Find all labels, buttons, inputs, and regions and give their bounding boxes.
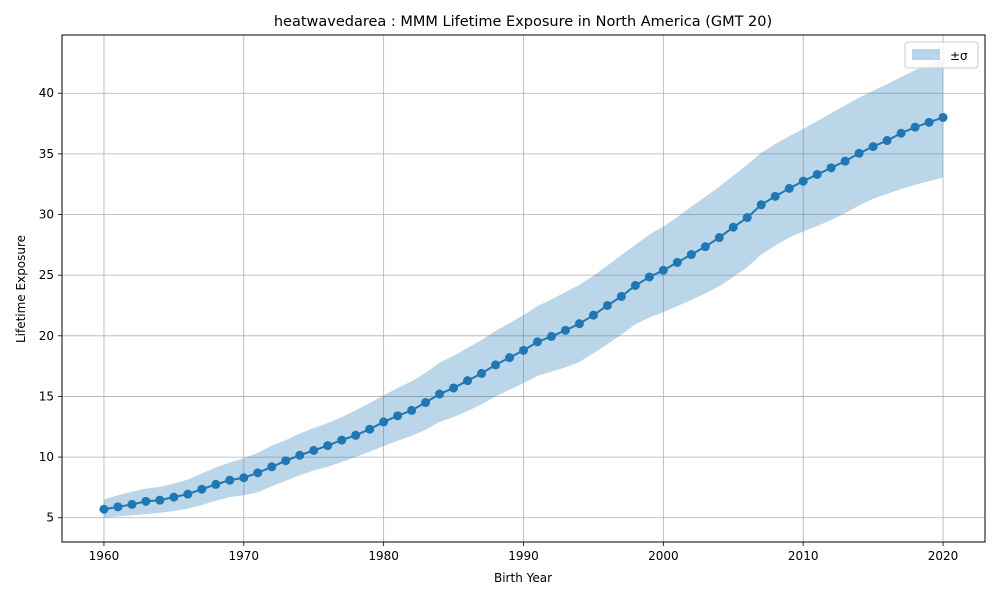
x-tick-label: 1980 xyxy=(368,549,399,563)
mean-point xyxy=(770,191,780,201)
y-tick-label: 5 xyxy=(46,511,54,525)
mean-point xyxy=(225,475,235,485)
mean-point xyxy=(519,345,528,355)
mean-point xyxy=(351,430,361,440)
mean-point xyxy=(463,376,473,386)
y-tick-label: 20 xyxy=(39,329,54,343)
mean-point xyxy=(896,128,906,138)
mean-point xyxy=(840,156,850,166)
mean-point xyxy=(700,242,710,252)
y-axis-label: Lifetime Exposure xyxy=(14,235,28,343)
y-tick-label: 35 xyxy=(39,147,54,161)
mean-point xyxy=(491,360,501,370)
sigma-band-area xyxy=(103,59,944,518)
mean-point xyxy=(281,456,291,466)
mean-point xyxy=(644,272,654,282)
mean-point xyxy=(113,502,123,512)
grid xyxy=(62,35,985,542)
mean-point xyxy=(924,117,934,127)
mean-point xyxy=(295,450,305,460)
mean-point xyxy=(616,291,626,301)
mean-point xyxy=(812,169,822,179)
chart-title: heatwavedarea : MMM Lifetime Exposure in… xyxy=(274,14,772,30)
x-tick-label: 1960 xyxy=(89,549,120,563)
x-tick-label: 2000 xyxy=(648,549,679,563)
mean-point xyxy=(407,405,417,415)
mean-point xyxy=(505,353,515,363)
mean-point xyxy=(379,417,389,427)
mean-point xyxy=(211,479,221,489)
mean-point xyxy=(630,280,640,290)
mean-point xyxy=(658,265,668,275)
mean-point xyxy=(532,337,542,347)
mean-point xyxy=(309,445,319,455)
mean-point xyxy=(141,496,151,506)
mean-point xyxy=(910,122,920,132)
mean-point xyxy=(938,112,948,122)
mean-point xyxy=(546,331,556,341)
mean-point xyxy=(560,325,570,335)
mean-point xyxy=(672,257,682,267)
mean-point xyxy=(742,213,752,223)
mean-point xyxy=(169,492,179,502)
legend: ±σ xyxy=(904,41,979,69)
mean-series xyxy=(99,112,948,514)
sigma-band xyxy=(103,59,944,518)
mean-point xyxy=(99,504,109,514)
mean-point xyxy=(574,319,584,329)
mean-point xyxy=(784,183,794,193)
x-tick-label: 1970 xyxy=(229,549,260,563)
y-tick-label: 40 xyxy=(39,86,54,100)
legend-box xyxy=(904,41,979,69)
mean-point xyxy=(686,250,696,260)
mean-point xyxy=(728,222,738,232)
x-tick-label: 1990 xyxy=(508,549,539,563)
mean-point xyxy=(588,310,598,320)
mean-point xyxy=(449,383,459,393)
mean-point xyxy=(826,163,836,173)
x-axis-label: Birth Year xyxy=(494,571,552,585)
mean-point xyxy=(253,468,263,478)
mean-point xyxy=(323,441,333,451)
mean-point xyxy=(127,499,137,509)
legend-swatch xyxy=(912,49,940,60)
mean-point xyxy=(197,484,207,494)
mean-point xyxy=(239,473,249,483)
mean-point xyxy=(435,389,445,399)
y-tick-label: 30 xyxy=(39,208,54,222)
mean-point xyxy=(477,368,487,378)
mean-point xyxy=(882,136,892,146)
mean-point xyxy=(337,435,347,445)
mean-point xyxy=(868,142,878,152)
y-tick-label: 25 xyxy=(39,268,54,282)
mean-point xyxy=(854,148,864,158)
mean-point xyxy=(714,233,724,243)
mean-point xyxy=(602,300,612,310)
ticks: 1960 1970 1980 1990 2000 2010 2020 5 10 15 20 25 30 3… xyxy=(39,86,959,563)
mean-point xyxy=(183,489,193,499)
y-tick-label: 10 xyxy=(39,450,54,464)
mean-point xyxy=(756,200,766,210)
x-tick-label: 2010 xyxy=(788,549,819,563)
mean-point xyxy=(421,398,431,408)
mean-point xyxy=(267,462,277,472)
x-tick-label: 2020 xyxy=(928,549,959,563)
mean-point xyxy=(365,424,375,434)
mean-point xyxy=(393,411,403,421)
legend-label: ±σ xyxy=(950,49,968,63)
mean-point xyxy=(798,176,808,186)
y-tick-label: 15 xyxy=(39,389,54,403)
mean-point xyxy=(155,495,165,505)
